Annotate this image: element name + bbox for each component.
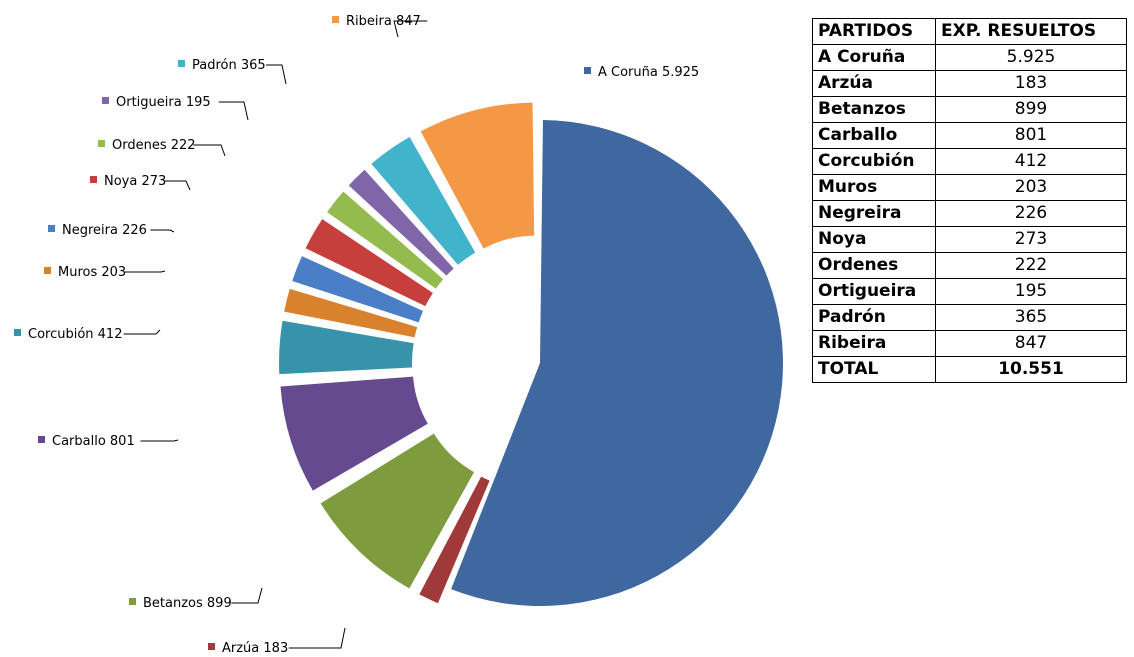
table-cell-value: 5.925: [935, 44, 1127, 71]
table-cell-partido: Ribeira: [812, 330, 936, 357]
leader-line: [218, 101, 249, 121]
pie-slice: [348, 169, 454, 276]
leader-line: [150, 229, 175, 233]
pie-slice: [419, 476, 490, 604]
slice-label: Ribeira 847: [346, 14, 421, 29]
leader-line: [193, 144, 226, 157]
table-cell-value: 801: [935, 122, 1127, 149]
pie-slice: [451, 120, 783, 607]
table-row: Ortigueira 195: [812, 278, 1127, 305]
data-table: PARTIDOS EXP. RESUELTOS A Coruña 5.925 Arz…: [812, 18, 1127, 383]
slice-label: Noya 273: [104, 174, 166, 189]
slice-label: Corcubión 412: [28, 327, 122, 342]
table-cell-partido: Ortigueira: [812, 278, 936, 305]
table-cell-partido: Muros: [812, 174, 936, 201]
table-cell-value: 412: [935, 148, 1127, 175]
table-cell-partido: Arzúa: [812, 70, 936, 97]
leader-line: [163, 180, 191, 191]
pie-slice: [305, 219, 433, 307]
legend-marker: [129, 598, 136, 605]
legend-marker: [98, 140, 105, 147]
table-header-row: PARTIDOS EXP. RESUELTOS: [812, 18, 1127, 45]
table-cell-partido: Corcubión: [812, 148, 936, 175]
leader-line: [231, 587, 263, 604]
table-total-row: TOTAL 10.551: [812, 356, 1127, 383]
table-cell-partido: Betanzos: [812, 96, 936, 123]
table-cell-value: 195: [935, 278, 1127, 305]
table-row: Ordenes 222: [812, 252, 1127, 279]
table-row: A Coruña 5.925: [812, 44, 1127, 71]
table-row: Corcubión 412: [812, 148, 1127, 175]
table-cell-value: 273: [935, 226, 1127, 253]
slice-label: A Coruña 5.925: [598, 65, 699, 80]
slice-label: Negreira 226: [62, 223, 147, 238]
pie-slice: [279, 320, 414, 375]
table-cell-value: 226: [935, 200, 1127, 227]
table-cell-value: 203: [935, 174, 1127, 201]
pie-chart: A Coruña 5.925 Arzúa 183 Betanzos 899 Carba…: [14, 14, 783, 656]
slice-label: Arzúa 183: [222, 641, 288, 656]
leader-line: [266, 64, 287, 85]
pie-slice: [420, 102, 535, 249]
legend-marker: [332, 16, 339, 23]
table-cell-partido: Carballo: [812, 122, 936, 149]
slice-label: Betanzos 899: [143, 596, 232, 611]
table-cell-value: 847: [935, 330, 1127, 357]
slice-label: Padrón 365: [192, 58, 266, 73]
leader-line: [123, 329, 161, 335]
pie-slice: [280, 376, 428, 491]
pie-slice: [320, 433, 475, 589]
slice-label: Ordenes 222: [112, 138, 196, 153]
table-row: Noya 273: [812, 226, 1127, 253]
table-row: Padrón 365: [812, 304, 1127, 331]
table-cell-partido: Ordenes: [812, 252, 936, 279]
table-row: Ribeira 847: [812, 330, 1127, 357]
table-cell-partido: Noya: [812, 226, 936, 253]
table-header-partidos: PARTIDOS: [812, 18, 936, 45]
table-cell-value: 222: [935, 252, 1127, 279]
pie-slice: [371, 136, 476, 265]
table-row: Muros 203: [812, 174, 1127, 201]
legend-marker: [584, 67, 591, 74]
leader-line: [124, 270, 166, 273]
table-row: Arzúa 183: [812, 70, 1127, 97]
legend-marker: [90, 176, 97, 183]
legend-marker: [48, 225, 55, 232]
table-row: Betanzos 899: [812, 96, 1127, 123]
legend-marker: [14, 329, 21, 336]
legend-marker: [102, 97, 109, 104]
pie-slice: [292, 256, 424, 323]
table-cell-partido: Negreira: [812, 200, 936, 227]
legend-marker: [38, 436, 45, 443]
legend-marker: [208, 643, 215, 650]
legend-marker: [178, 60, 185, 67]
table-cell-partido: A Coruña: [812, 44, 936, 71]
pie-slice: [327, 191, 444, 289]
slice-label: Ortigueira 195: [116, 95, 211, 110]
table-cell-value: 183: [935, 70, 1127, 97]
table-header-expedientes: EXP. RESUELTOS: [935, 18, 1127, 45]
leader-line: [140, 439, 179, 442]
legend-marker: [44, 267, 51, 274]
table-row: Negreira 226: [812, 200, 1127, 227]
table-cell-partido: Padrón: [812, 304, 936, 331]
table-cell-value: 899: [935, 96, 1127, 123]
slice-label: Carballo 801: [52, 434, 135, 449]
table-row: Carballo 801: [812, 122, 1127, 149]
table-cell-value: 365: [935, 304, 1127, 331]
leader-line: [288, 627, 346, 649]
slice-label: Muros 203: [58, 265, 126, 280]
total-label: TOTAL: [812, 356, 936, 383]
leader-line: [393, 20, 428, 38]
pie-slice: [284, 288, 418, 338]
total-value: 10.551: [935, 356, 1127, 383]
